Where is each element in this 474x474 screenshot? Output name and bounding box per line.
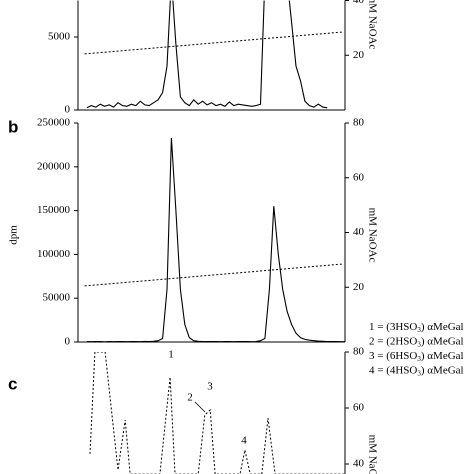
legend-text: 1 = (3HSO [369,321,417,333]
legend-entry: 1 = (3HSO3) αMeGal [369,321,464,334]
leader [194,401,206,413]
y2-tick-label: 60 [353,402,365,414]
legend-text: 2 = (2HSO [369,335,417,347]
legend-sub: 3 [417,340,421,348]
legend-sub: 3 [417,355,421,363]
peak-label: 4 [241,435,247,447]
peak-label: 3 [207,381,213,393]
y2-tick-label: 40 [353,458,365,470]
y2-tick-label: 20 [353,49,365,61]
y-tick-label: 100000 [37,248,71,260]
y-tick-label: 0 [65,336,71,348]
data-line [84,31,343,55]
legend-entry: 2 = (2HSO3) αMeGal [369,335,464,348]
y2-tick-label: 60 [353,171,365,183]
y2-tick-label: 80 [353,117,365,129]
y-tick-label: 50000 [43,292,71,304]
peak-label: 2 [187,392,193,404]
legend-text: 4 = (4HSO [369,364,417,376]
y-tick-label: 200000 [37,160,71,172]
legend-sub: 3 [417,326,421,334]
legend-entry: 4 = (4HSO3) αMeGal [369,364,464,377]
y2-tick-label: 20 [353,281,365,293]
peak-label: 1 [168,349,174,361]
data-line [84,263,343,287]
data-line [86,137,345,342]
y2-axis-label: mM NaOAc [366,0,378,49]
legend-sub: 3 [417,369,421,377]
panel-letter: b [8,117,18,136]
panel-letter: c [8,374,17,393]
legend-text: ) αMeGal [421,364,464,376]
y-tick-label: 5000 [48,31,71,43]
y2-tick-label: 80 [353,346,365,358]
legend-entry: 3 = (6HSO3) αMeGal [369,350,464,363]
legend-text: ) αMeGal [421,335,464,347]
legend-text: ) αMeGal [421,350,464,362]
data-line [89,352,345,474]
legend-text: 3 = (6HSO [369,350,417,362]
legend-text: ) αMeGal [421,321,464,333]
y-tick-label: 0 [65,104,71,116]
y2-tick-label: 40 [353,226,365,238]
y2-tick-label: 40 [353,0,365,6]
data-line [86,0,328,109]
y2-axis-label: mM NaOAc [366,208,378,263]
y-axis-label: dpm [8,225,20,245]
y-tick-label: 250000 [37,117,71,129]
y-tick-label: 150000 [37,204,71,216]
y2-axis-label: mM NaOAc [366,435,378,474]
